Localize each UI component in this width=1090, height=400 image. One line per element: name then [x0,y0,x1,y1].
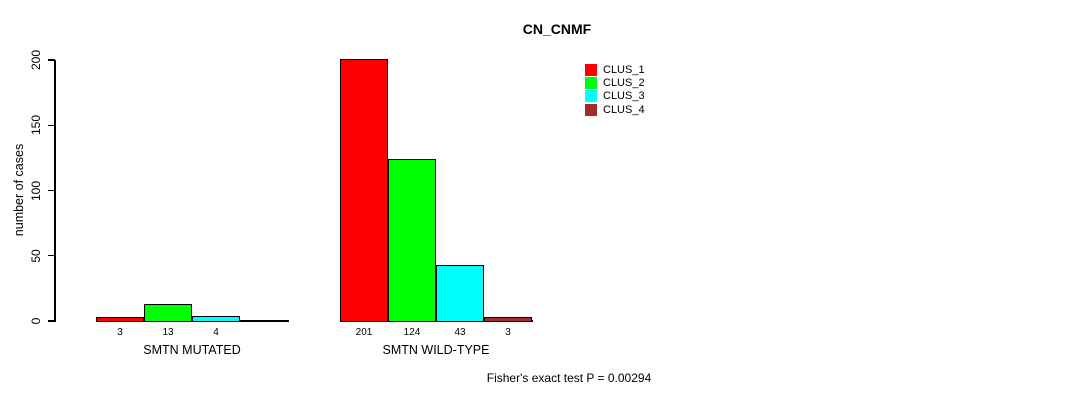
bar-value-label: 201 [355,327,373,338]
y-axis-tick-label: 50 [29,249,43,263]
bar-value-label: 13 [162,327,174,338]
fisher-test-annotation: Fisher's exact test P = 0.00294 [486,371,652,385]
x-category-label-smtn-wild-type: SMTN WILD-TYPE [382,343,490,357]
bar-value-label: 43 [454,327,466,338]
bar-value-label: 3 [117,327,123,338]
legend: CLUS_1 CLUS_2 CLUS_3 CLUS_4 [585,63,645,117]
y-axis-tick-label: 100 [29,180,43,201]
legend-row-clus_3: CLUS_3 [585,90,645,103]
bar-value-label: 124 [403,327,421,338]
legend-swatch-clus_1 [585,63,597,76]
bar-clus_2-smtn-mutated [144,304,192,322]
legend-row-clus_4: CLUS_4 [585,103,645,116]
y-axis-tick [48,189,55,192]
y-axis-line [54,60,56,323]
legend-swatch-clus_3 [585,90,597,103]
bar-clus_3-smtn-mutated [192,315,240,322]
bar-clus_4-smtn-wild-type [484,317,532,322]
legend-label-clus_3: CLUS_3 [603,90,645,103]
legend-label-clus_2: CLUS_2 [603,77,645,90]
legend-row-clus_1: CLUS_1 [585,63,645,76]
legend-row-clus_2: CLUS_2 [585,76,645,90]
y-axis-tick-label: 0 [29,317,43,325]
x-category-label-smtn-mutated: SMTN MUTATED [143,343,241,357]
legend-swatch-clus_4 [585,103,597,116]
bar-value-label: 3 [505,327,511,338]
legend-label-clus_4: CLUS_4 [603,103,645,116]
y-axis-tick [48,124,55,126]
y-axis-tick [48,255,55,257]
y-axis-tick [48,320,55,322]
bar-clus_2-smtn-wild-type [388,159,436,322]
bar-clus_1-smtn-wild-type [340,58,388,322]
y-axis-label: number of cases [12,143,26,237]
chart-title: CN_CNMF [522,21,592,37]
bar-clus_3-smtn-wild-type [436,264,484,322]
y-axis-tick [48,59,55,61]
bar-value-label: 4 [213,327,219,338]
legend-swatch-clus_2 [585,77,597,90]
bar-clus_1-smtn-mutated [96,317,144,322]
y-axis-tick-label: 150 [29,115,43,136]
y-axis-tick-label: 200 [29,49,43,71]
legend-label-clus_1: CLUS_1 [603,63,645,76]
